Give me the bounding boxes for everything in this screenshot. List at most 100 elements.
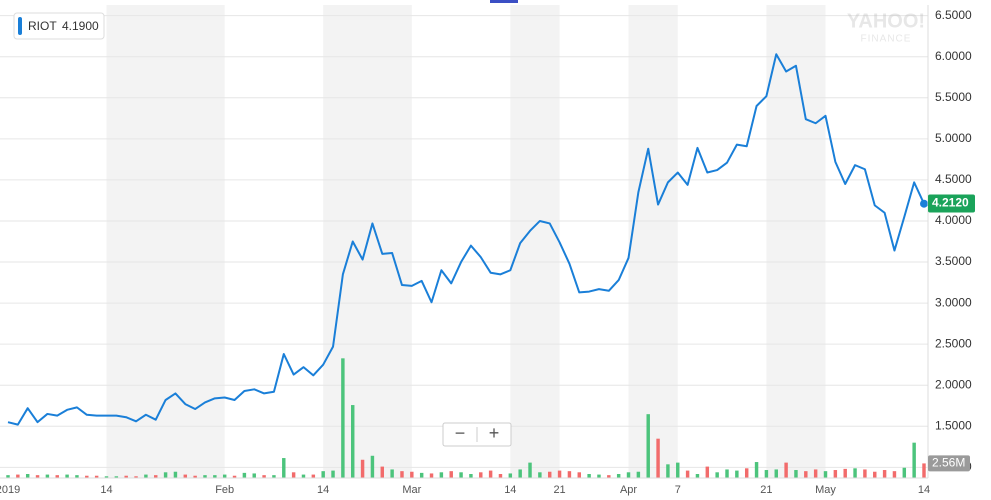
x-tick-label: May [815,484,836,496]
y-tick-label: 2.5000 [935,336,972,350]
shade-band [766,5,826,478]
y-tick-label: 3.5000 [935,254,972,268]
volume-bar [154,475,158,478]
volume-bar [528,462,532,478]
volume-bar [272,475,276,478]
volume-bar [882,470,887,478]
price-tag-label: 4.2120 [932,196,969,210]
volume-bar [252,473,256,478]
x-tick-label: Apr [620,484,637,496]
volume-bar [400,471,404,478]
volume-bar [547,471,552,478]
volume-bar [567,471,572,478]
x-tick-label: 14 [918,484,930,496]
volume-bar [94,475,99,478]
volume-bar [65,474,69,478]
legend-box [13,12,105,40]
y-tick-label: 5.0000 [935,131,972,145]
top-marker [490,0,518,3]
volume-bar [410,471,414,478]
volume-bar [351,405,355,478]
volume-bar [735,470,739,478]
x-tick-label: 14 [504,484,516,496]
volume-bar [695,474,700,478]
volume-bar [863,469,867,478]
legend-swatch [18,17,22,35]
volume-bar [488,470,493,478]
volume-tag-label: 2.56M [932,456,965,470]
volume-bar [291,472,296,478]
volume-bar [331,470,335,478]
volume-bar [134,476,138,478]
volume-bar [597,474,601,478]
volume-bar [725,469,729,478]
volume-bar [213,475,217,478]
volume-bar [45,474,50,478]
volume-bar [616,474,621,478]
volume-bar [114,476,119,478]
volume-bar [754,462,759,478]
volume-bar [6,475,10,478]
x-tick-label: 7 [675,484,681,496]
volume-bar [321,471,325,478]
volume-bar [833,470,838,478]
volume-bar [744,468,749,478]
volume-bar [85,475,89,478]
volume-bar [794,470,798,478]
zoom-in[interactable]: + [489,423,500,443]
volume-bar [183,474,188,478]
legend-label: RIOT [28,19,57,33]
x-tick-label: 14 [317,484,329,496]
volume-bar [35,475,40,478]
shading [106,5,826,478]
volume-bar [163,472,168,478]
y-tick-label: 6.5000 [935,8,972,22]
volume-bar [715,472,719,478]
volume-bar [902,467,907,478]
volume-bar [439,472,444,478]
volume-bar [16,474,20,478]
volume-bar [311,474,316,478]
volume-bar [449,471,453,478]
watermark-text: YAHOO! [847,10,925,32]
y-tick-label: 3.0000 [935,295,972,309]
volume [6,358,926,478]
shade-band [106,5,225,478]
volume-bar [193,475,197,478]
volume-bar [469,474,473,478]
price-line [7,53,925,426]
volume-bar [587,474,591,478]
volume-bar [203,475,207,478]
volume-bar [429,473,434,478]
volume-bar [282,458,286,478]
volume-bar [341,358,345,478]
volume-bar [173,471,178,478]
volume-bar [676,462,680,478]
volume-bar [646,414,650,478]
volume-bar [538,472,542,478]
x-tick-label: 21 [760,484,772,496]
volume-bar [873,471,877,478]
volume-bar [577,472,581,478]
volume-bar [370,455,375,478]
volume-bar [705,466,710,478]
volume-bar [508,473,513,478]
price-tag [928,194,975,213]
volume-bar [922,463,926,478]
volume-bar [557,470,562,478]
volume-bar [853,468,857,478]
x-tick-label: Mar [402,484,421,496]
x-tick-label: Feb [215,484,234,496]
x-tick-label: 2019 [0,484,20,496]
legend-value: 4.1900 [62,19,99,33]
volume-bar [656,438,660,478]
volume-bar [390,469,394,478]
zoom-out[interactable]: − [455,423,466,443]
volume-bar [124,475,128,478]
volume-bar [380,466,385,478]
volume-bar [75,475,79,478]
volume-bar [144,474,148,478]
volume-bar [360,459,365,478]
volume-tag [928,455,970,472]
volume-bar [823,471,828,478]
